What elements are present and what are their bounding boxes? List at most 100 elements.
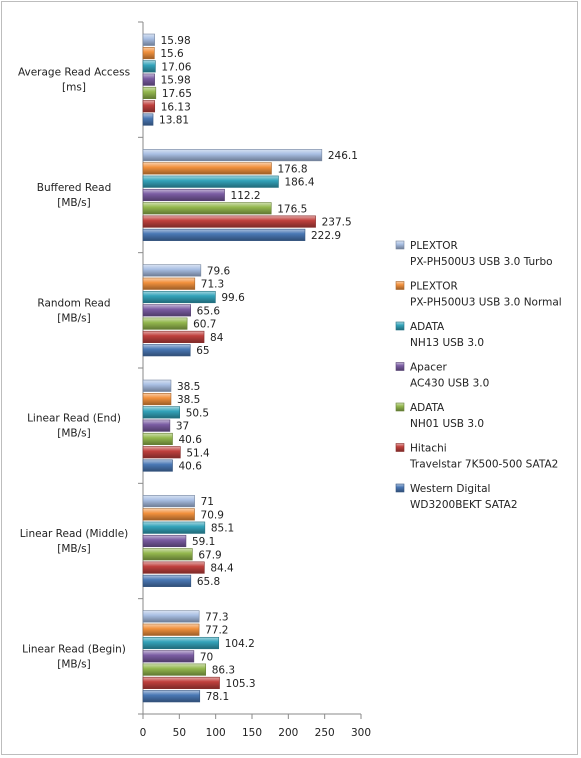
bar [142, 419, 171, 432]
legend-swatch [395, 402, 405, 412]
bar-value-label: 65.8 [197, 576, 220, 588]
legend-swatch [395, 483, 405, 493]
x-tick-label: 50 [173, 727, 186, 739]
bar-value-label: 38.5 [177, 381, 200, 393]
value-labels: 15.9815.617.0615.9817.6516.1313.81246.11… [159, 35, 358, 703]
bar [142, 264, 202, 277]
bar [142, 623, 200, 636]
x-tick-labels: 0 50 100 150 200 250 300 [140, 727, 371, 739]
bar-value-label: 104.2 [225, 638, 255, 650]
bar [142, 47, 155, 60]
bar [142, 650, 195, 663]
bar [142, 277, 196, 290]
bars [142, 33, 323, 703]
bar [142, 215, 316, 228]
bar-value-label: 16.13 [161, 101, 191, 113]
bar [142, 432, 173, 446]
category-labels: Average Read Access [ms] Buffered Read [MB/… [18, 67, 130, 671]
legend-label: ADATA NH01 USB 3.0 [410, 402, 484, 430]
bar-value-label: 186.4 [284, 177, 314, 189]
bar-value-label: 70.9 [201, 509, 224, 521]
legend-label: ADATA NH13 USB 3.0 [410, 321, 484, 349]
bar [142, 676, 220, 689]
legend: PLEXTOR PX-PH500U3 USB 3.0 Turbo PLEXTOR PX… [395, 240, 562, 511]
bar-value-label: 105.3 [226, 678, 256, 690]
x-tick-label: 300 [351, 727, 371, 739]
bar-value-label: 40.6 [179, 461, 203, 473]
bar-value-label: 60.7 [193, 319, 216, 331]
bar [142, 521, 206, 534]
bar-value-label: 237.5 [322, 217, 352, 229]
bar-value-label: 78.1 [206, 691, 229, 703]
legend-swatch [395, 240, 405, 250]
bar [142, 175, 279, 188]
bar-value-label: 13.81 [159, 115, 189, 127]
bar-value-label: 59.1 [192, 536, 215, 548]
bar-value-label: 51.4 [186, 447, 210, 459]
bar-value-label: 38.5 [177, 394, 200, 406]
bar-value-label: 65.6 [197, 305, 221, 317]
bar [142, 663, 207, 676]
bar-value-label: 65 [196, 345, 209, 357]
x-tick-label: 200 [278, 727, 298, 739]
bar [142, 86, 157, 100]
legend-swatch [395, 321, 405, 331]
legend-label: PLEXTOR PX-PH500U3 USB 3.0 Turbo [410, 240, 553, 268]
category-label: Buffered Read [MB/s] [37, 182, 111, 209]
bar-value-label: 40.6 [179, 434, 203, 446]
bar-value-label: 77.3 [205, 611, 228, 623]
bar [142, 406, 180, 419]
bar-value-label: 15.98 [161, 75, 191, 87]
bar [142, 73, 155, 86]
category-label: Average Read Access [ms] [18, 67, 130, 94]
x-tick-label: 0 [140, 727, 147, 739]
bar [142, 202, 272, 215]
bar-value-label: 15.98 [161, 35, 191, 47]
legend-label: Western Digital WD3200BEKT SATA2 [410, 483, 518, 511]
x-tick-label: 100 [206, 727, 226, 739]
category-label: Linear Read (End) [MB/s] [27, 413, 121, 440]
legend-swatch [395, 281, 405, 290]
bar-value-label: 176.8 [277, 163, 307, 175]
legend-label: Hitachi Travelstar 7K500-500 SATA2 [409, 443, 558, 471]
bar [142, 574, 192, 587]
bar [142, 290, 216, 304]
bar-value-label: 17.06 [161, 61, 191, 73]
legend-label: Apacer AC430 USB 3.0 [410, 362, 489, 390]
bar [142, 459, 173, 472]
bar [142, 690, 201, 703]
bar [142, 548, 193, 561]
bar [142, 33, 155, 46]
bar [142, 495, 195, 508]
bar-value-label: 15.6 [160, 48, 184, 60]
bar-value-label: 176.5 [277, 203, 307, 215]
bar [142, 446, 181, 459]
bar [142, 508, 195, 521]
bar-value-label: 222.9 [311, 230, 341, 242]
bar-value-label: 17.65 [162, 88, 192, 100]
bar-value-label: 85.1 [211, 523, 234, 535]
category-label: Random Read [MB/s] [37, 297, 110, 324]
bar [142, 393, 172, 406]
bar [142, 561, 205, 574]
bar-value-label: 71.3 [201, 279, 224, 291]
axes [138, 21, 362, 719]
bar-value-label: 70 [200, 651, 213, 663]
bar-value-label: 79.6 [207, 265, 231, 277]
bar-value-label: 112.2 [231, 190, 261, 202]
bar [142, 636, 220, 650]
bar [142, 100, 156, 113]
legend-label: PLEXTOR PX-PH500U3 USB 3.0 Normal [410, 281, 562, 309]
bar [142, 534, 187, 548]
bar [142, 60, 156, 73]
legend-swatch [395, 362, 405, 371]
category-label: Linear Read (Middle) [MB/s] [20, 528, 129, 555]
bar [142, 162, 272, 175]
x-tick-label: 250 [315, 727, 335, 739]
bar-value-label: 84 [210, 332, 224, 344]
bar-value-label: 84.4 [210, 563, 234, 575]
bar [142, 113, 154, 126]
bar-value-label: 71 [201, 496, 214, 508]
